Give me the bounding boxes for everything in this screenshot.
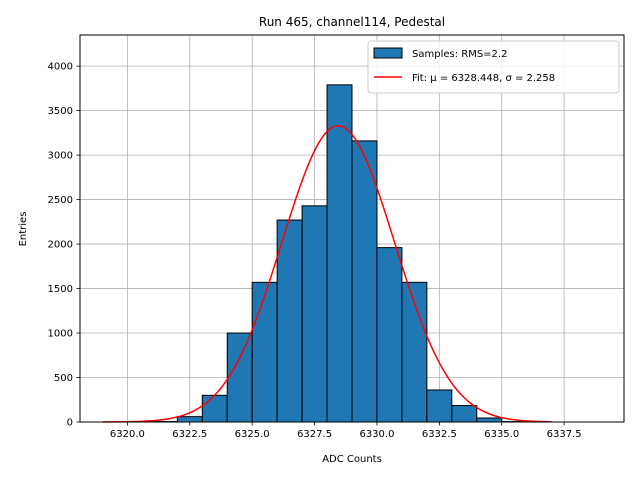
histogram-bar <box>251 281 278 423</box>
y-tick-label: 1000 <box>48 329 73 340</box>
histogram-bar <box>301 205 328 423</box>
y-tick-label: 2000 <box>48 240 73 251</box>
x-tick-label: 6330.0 <box>359 429 394 440</box>
y-tick-label: 0 <box>67 418 73 429</box>
chart-title: Run 465, channel114, Pedestal <box>259 15 445 29</box>
fit-curve <box>102 124 552 423</box>
legend-fit-label: Fit: μ = 6328.448, σ = 2.258 <box>412 73 555 84</box>
x-tick-label: 6325.0 <box>235 429 270 440</box>
fit-curve-layer <box>102 124 552 423</box>
legend-histogram-swatch <box>373 47 403 59</box>
x-tick-label: 6332.5 <box>422 429 457 440</box>
histogram-bar <box>201 394 228 423</box>
histogram-bar <box>451 405 478 423</box>
y-axis-label: Entries <box>18 212 29 247</box>
y-tick-label: 3500 <box>48 106 73 117</box>
x-tick-label: 6335.0 <box>484 429 519 440</box>
x-axis-ticks: 6320.0 6322.5 6325.0 6327.5 6330.0 6332.5 6335… <box>110 422 582 440</box>
histogram-bar <box>276 219 303 423</box>
y-tick-label: 3000 <box>48 151 73 162</box>
histogram-bar <box>376 247 403 423</box>
histogram-bar <box>176 416 203 423</box>
histogram-bar <box>226 332 253 423</box>
histogram-bar <box>426 389 453 423</box>
legend-box <box>367 40 620 94</box>
y-tick-label: 2500 <box>48 195 73 206</box>
histogram-bars <box>151 84 528 423</box>
x-tick-label: 6327.5 <box>297 429 332 440</box>
legend-histogram-label: Samples: RMS=2.2 <box>412 49 507 60</box>
x-tick-label: 6337.5 <box>547 429 582 440</box>
histogram-bar <box>351 140 378 423</box>
histogram-bar <box>326 84 353 423</box>
y-tick-label: 1500 <box>48 284 73 295</box>
y-tick-label: 500 <box>54 373 73 384</box>
legend: Samples: RMS=2.2 Fit: μ = 6328.448, σ = … <box>367 40 620 94</box>
plot-frame <box>79 34 625 423</box>
histogram-bar <box>476 417 503 423</box>
y-axis-ticks: 0 500 1000 1500 2000 2500 3000 3500 4000 <box>48 62 80 429</box>
x-axis-label: ADC Counts <box>322 454 382 465</box>
x-tick-label: 6320.0 <box>110 429 145 440</box>
y-tick-label: 4000 <box>48 62 73 73</box>
x-tick-label: 6322.5 <box>172 429 207 440</box>
histogram-bar <box>401 281 428 423</box>
